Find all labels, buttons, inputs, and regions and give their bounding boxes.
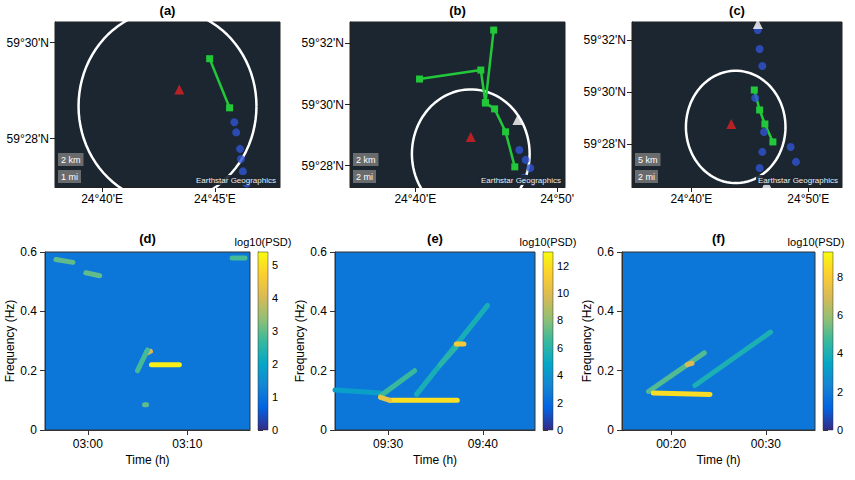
svg-text:4: 4 [272,292,278,304]
svg-text:(b): (b) [449,3,466,18]
svg-text:4: 4 [557,369,563,381]
svg-text:Time (h): Time (h) [413,453,457,467]
svg-text:(f): (f) [712,231,725,246]
svg-text:24°45'E: 24°45'E [194,192,236,206]
svg-text:2 mi: 2 mi [356,172,373,182]
svg-text:03:10: 03:10 [172,437,202,451]
svg-text:0.6: 0.6 [310,245,327,259]
svg-text:59°32'N: 59°32'N [584,33,626,47]
svg-text:8: 8 [837,271,843,283]
svg-text:0: 0 [607,423,614,437]
svg-text:0.4: 0.4 [310,304,327,318]
svg-text:59°32'N: 59°32'N [302,36,344,50]
svg-text:0: 0 [320,423,327,437]
svg-text:log10(PSD): log10(PSD) [788,236,845,248]
svg-text:2 mi: 2 mi [638,172,655,182]
svg-text:0.2: 0.2 [20,364,37,378]
svg-text:03:00: 03:00 [73,437,103,451]
svg-text:0: 0 [30,423,37,437]
svg-text:59°28'N: 59°28'N [584,137,626,151]
svg-text:2: 2 [272,358,278,370]
svg-text:Time (h): Time (h) [696,453,740,467]
svg-text:0.6: 0.6 [597,245,614,259]
svg-text:24°40'E: 24°40'E [394,192,436,206]
svg-text:Time (h): Time (h) [125,453,169,467]
svg-text:(d): (d) [139,231,156,246]
svg-text:2: 2 [557,397,563,409]
svg-text:2 km: 2 km [61,155,81,165]
svg-text:24°50': 24°50' [540,192,574,206]
svg-text:24°50'E: 24°50'E [787,192,829,206]
svg-text:Frequency (Hz): Frequency (Hz) [293,300,307,383]
svg-text:6: 6 [837,309,843,321]
svg-text:24°40'E: 24°40'E [81,192,123,206]
svg-text:Earthstar Geographics: Earthstar Geographics [196,176,276,185]
svg-text:6: 6 [557,342,563,354]
svg-text:59°30'N: 59°30'N [302,98,344,112]
svg-text:2: 2 [837,386,843,398]
svg-text:09:30: 09:30 [373,437,403,451]
svg-text:09:40: 09:40 [468,437,498,451]
svg-text:1: 1 [272,391,278,403]
svg-text:24°40'E: 24°40'E [670,192,712,206]
svg-text:59°28'N: 59°28'N [302,159,344,173]
svg-text:5 km: 5 km [638,155,658,165]
svg-text:(e): (e) [427,231,443,246]
svg-text:00:30: 00:30 [751,437,781,451]
svg-text:00:20: 00:20 [656,437,686,451]
svg-text:12: 12 [557,260,569,272]
svg-text:log10(PSD): log10(PSD) [520,236,577,248]
svg-text:(c): (c) [729,3,745,18]
svg-text:Earthstar Geographics: Earthstar Geographics [758,176,838,185]
svg-text:0.2: 0.2 [310,364,327,378]
svg-text:Earthstar Geographics: Earthstar Geographics [481,176,561,185]
svg-text:59°28'N: 59°28'N [7,132,49,146]
svg-text:2 km: 2 km [356,155,376,165]
svg-text:10: 10 [557,287,569,299]
svg-text:0: 0 [272,424,278,436]
svg-text:4: 4 [837,347,843,359]
svg-text:59°30'N: 59°30'N [584,85,626,99]
svg-text:log10(PSD): log10(PSD) [235,236,292,248]
svg-text:0.4: 0.4 [597,304,614,318]
svg-text:1 mi: 1 mi [61,172,78,182]
svg-text:Frequency (Hz): Frequency (Hz) [3,300,17,383]
svg-text:59°30'N: 59°30'N [7,36,49,50]
svg-text:0.6: 0.6 [20,245,37,259]
svg-text:8: 8 [557,314,563,326]
svg-text:Frequency (Hz): Frequency (Hz) [580,300,594,383]
svg-text:5: 5 [272,259,278,271]
svg-text:0: 0 [557,424,563,436]
svg-text:0.2: 0.2 [597,364,614,378]
svg-text:(a): (a) [160,3,176,18]
svg-text:0: 0 [837,424,843,436]
svg-text:3: 3 [272,325,278,337]
svg-text:0.4: 0.4 [20,304,37,318]
